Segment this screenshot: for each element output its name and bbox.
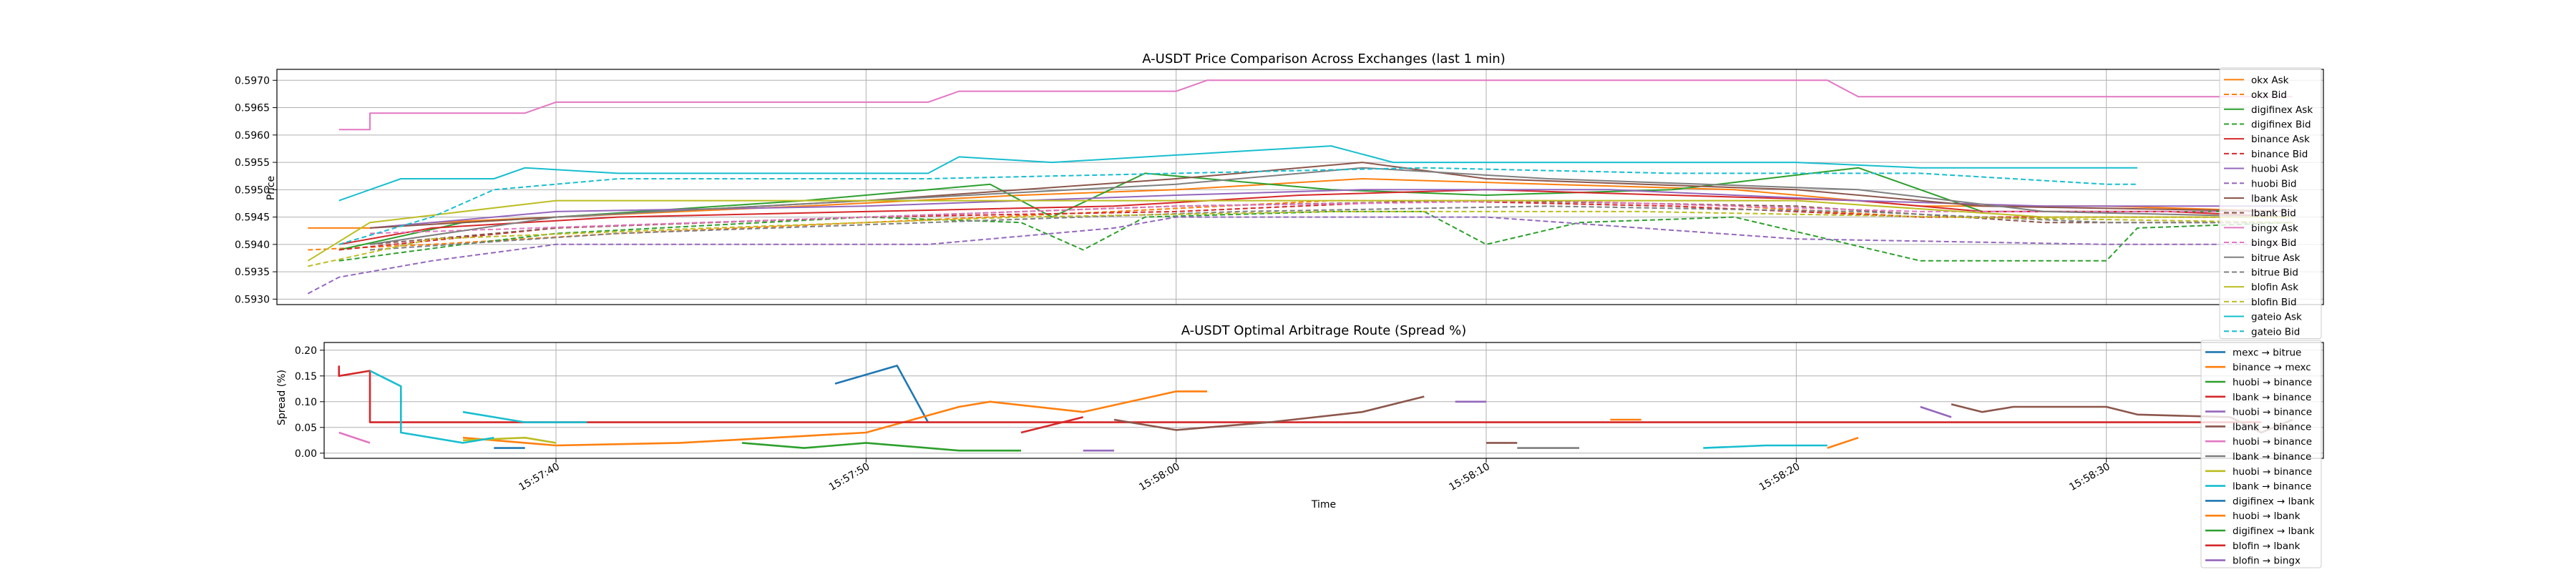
series-line <box>462 410 587 423</box>
legend-entry: digifinex → lbank <box>2233 526 2315 537</box>
legend-entry: bingx Bid <box>2251 237 2296 249</box>
y-tick-label: 0.05 <box>295 423 317 434</box>
spread-route-panel: A-USDT Optimal Arbitrage Route (Spread %… <box>276 323 2324 568</box>
price-y-axis-label: Price <box>265 176 277 200</box>
series-line <box>1827 436 1859 449</box>
legend-entry: huobi Bid <box>2251 178 2297 189</box>
legend-entry: lbank → binance <box>2233 451 2311 463</box>
series-line <box>369 370 494 444</box>
spread-y-ticks: 0.00 0.05 0.10 0.15 0.20 <box>295 345 324 460</box>
y-tick-label: 0.10 <box>295 397 317 408</box>
series-line <box>834 365 930 423</box>
series-line <box>1703 444 1828 449</box>
y-tick-label: 0.5935 <box>235 267 270 278</box>
y-tick-label: 0.5970 <box>235 75 270 87</box>
spread-grid <box>324 342 2323 458</box>
series-line <box>369 199 2293 235</box>
series-line <box>369 167 2293 245</box>
series-line <box>338 145 2137 202</box>
legend-entry: gateio Ask <box>2251 312 2302 323</box>
spread-legend: mexc → bitrue binance → mexc huobi → binan… <box>2200 340 2322 568</box>
legend-entry: blofin Ask <box>2251 282 2298 293</box>
legend-entry: bingx Ask <box>2251 222 2298 234</box>
legend-entry: lbank Ask <box>2251 193 2298 204</box>
legend-entry: lbank → binance <box>2233 421 2311 433</box>
legend-entry: huobi → binance <box>2233 436 2312 448</box>
price-series-lines <box>307 79 2293 295</box>
spread-chart-title: A-USDT Optimal Arbitrage Route (Spread %… <box>1181 323 1467 338</box>
series-line <box>1020 416 1084 434</box>
legend-entry: huobi → binance <box>2233 466 2312 478</box>
spread-series-lines <box>338 365 2293 452</box>
legend-entry: blofin → lbank <box>2233 541 2301 552</box>
legend-entry: huobi → binance <box>2233 407 2312 418</box>
price-plot-frame <box>276 69 2324 305</box>
series-line <box>462 390 1207 447</box>
legend-entry: huobi Ask <box>2251 164 2298 175</box>
series-line <box>308 210 2293 267</box>
series-line <box>741 442 1021 452</box>
price-legend: okx Ask okx Bid digifinex Ask digifinex Bid… <box>2219 67 2322 340</box>
spread-x-axis-label: Time <box>1311 499 1336 511</box>
legend-frame <box>2219 67 2322 340</box>
y-tick-label: 0.00 <box>295 448 317 460</box>
legend-frame <box>2200 340 2322 568</box>
price-chart-title: A-USDT Price Comparison Across Exchanges… <box>1142 51 1506 66</box>
spread-plot-frame <box>323 342 2324 459</box>
legend-entry: okx Bid <box>2251 89 2287 101</box>
legend-entry: huobi → lbank <box>2233 511 2301 522</box>
legend-entry: blofin Bid <box>2251 297 2297 308</box>
spread-y-axis-label: Spread (%) <box>276 370 288 425</box>
price-y-ticks: 0.5930 0.5935 0.5940 0.5945 0.5950 0.5955 0.59… <box>235 75 277 305</box>
y-tick-label: 0.5940 <box>235 240 270 251</box>
legend-entry: lbank → binance <box>2233 481 2311 493</box>
series-line <box>369 205 2293 251</box>
legend-entry: okx Ask <box>2251 74 2289 86</box>
legend-entry: lbank Bid <box>2251 208 2296 220</box>
y-tick-label: 0.5965 <box>235 103 270 114</box>
legend-entry: blofin → bingx <box>2233 556 2301 567</box>
legend-entry: gateio Bid <box>2251 326 2300 337</box>
legend-entry: bitrue Bid <box>2251 267 2298 278</box>
y-tick-label: 0.5945 <box>235 212 270 224</box>
legend-entry: bitrue Ask <box>2251 252 2301 264</box>
legend-entry: binance → mexc <box>2233 362 2311 373</box>
series-line <box>338 189 2293 245</box>
series-line <box>1920 405 1952 418</box>
series-line <box>338 79 2293 131</box>
y-tick-label: 0.5955 <box>235 157 270 169</box>
y-tick-label: 0.5950 <box>235 184 270 196</box>
legend-entry: digifinex Ask <box>2251 104 2313 116</box>
series-line <box>338 167 2137 245</box>
legend-entry: binance Bid <box>2251 149 2308 160</box>
y-tick-label: 0.15 <box>295 371 317 383</box>
legend-entry: digifinex → lbank <box>2233 495 2315 507</box>
series-line <box>307 216 2293 295</box>
series-line <box>338 431 371 444</box>
price-comparison-panel: A-USDT Price Comparison Across Exchanges… <box>235 51 2324 340</box>
y-tick-label: 0.5960 <box>235 130 270 142</box>
y-tick-label: 0.5930 <box>235 294 270 305</box>
legend-entry: lbank → binance <box>2233 392 2311 403</box>
series-line <box>307 199 2293 262</box>
legend-entry: binance Ask <box>2251 134 2310 145</box>
legend-entry: mexc → bitrue <box>2233 347 2301 358</box>
legend-entry: huobi → binance <box>2233 377 2312 388</box>
legend-entry: digifinex Bid <box>2251 119 2311 130</box>
y-tick-label: 0.20 <box>295 345 317 357</box>
series-line <box>1113 395 1425 431</box>
